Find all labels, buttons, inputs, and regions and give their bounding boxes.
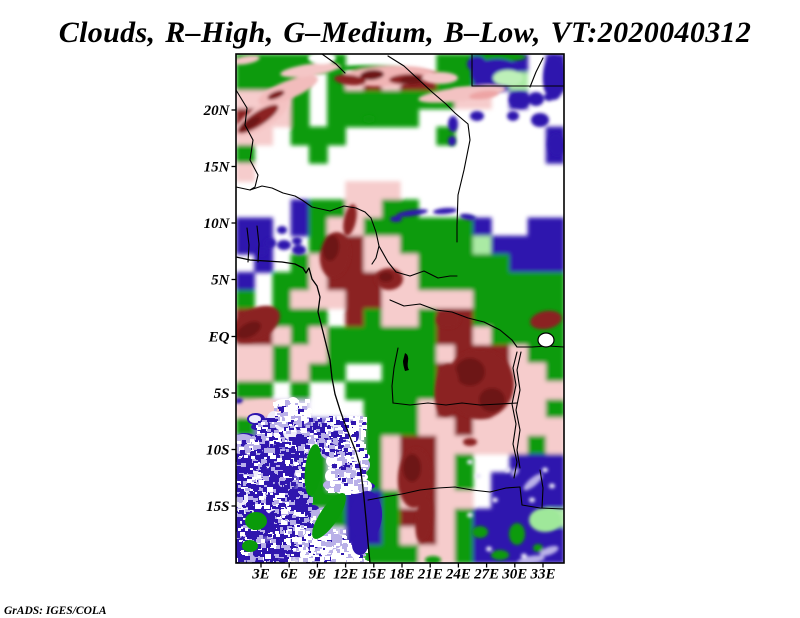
svg-text:Clouds, R–High, G–Medium, B–Lo: Clouds, R–High, G–Medium, B–Low, VT:2020…: [59, 16, 752, 49]
svg-text:20N: 20N: [203, 103, 231, 119]
svg-text:10S: 10S: [206, 443, 229, 459]
svg-text:5S: 5S: [214, 386, 230, 402]
svg-text:5N: 5N: [211, 273, 231, 289]
svg-text:15E: 15E: [361, 567, 386, 583]
svg-text:15S: 15S: [206, 499, 229, 515]
svg-text:33E: 33E: [529, 567, 555, 583]
svg-text:12E: 12E: [333, 567, 358, 583]
svg-text:30E: 30E: [501, 567, 527, 583]
svg-text:3E: 3E: [251, 567, 270, 583]
svg-text:21E: 21E: [417, 567, 443, 583]
svg-text:27E: 27E: [473, 567, 499, 583]
svg-text:18E: 18E: [389, 567, 414, 583]
svg-text:6E: 6E: [280, 567, 298, 583]
svg-text:EQ: EQ: [208, 330, 230, 346]
svg-text:GrADS: IGES/COLA: GrADS: IGES/COLA: [4, 605, 107, 617]
svg-text:10N: 10N: [204, 216, 231, 232]
svg-text:15N: 15N: [204, 160, 231, 176]
svg-text:9E: 9E: [309, 567, 327, 583]
svg-text:24E: 24E: [445, 567, 471, 583]
